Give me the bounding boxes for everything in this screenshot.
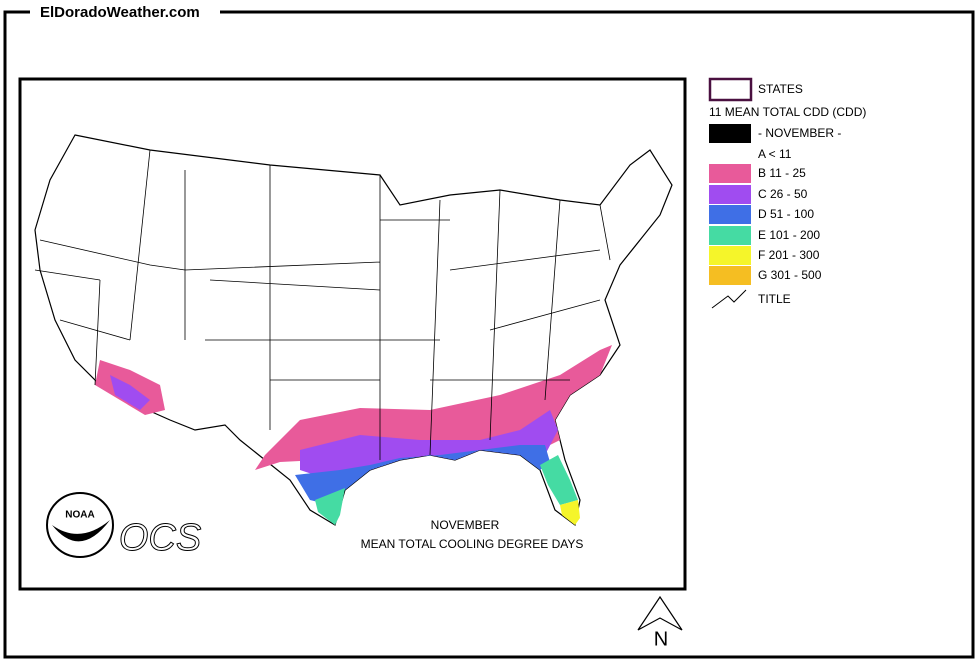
zone-e — [315, 455, 578, 525]
legend-label: A < 11 — [758, 147, 792, 161]
legend-swatch — [709, 185, 751, 204]
legend-label: 11 MEAN TOTAL CDD (CDD) — [709, 105, 866, 119]
legend-swatch — [709, 164, 751, 183]
ocs-logo: OCS — [119, 517, 201, 559]
noaa-bird — [52, 520, 110, 542]
legend-swatch — [709, 266, 751, 285]
map-title-2: MEAN TOTAL COOLING DEGREE DAYS — [361, 537, 584, 551]
legend-label: G 301 - 500 — [758, 268, 822, 282]
state-lines — [34, 149, 641, 460]
title-bg — [30, 3, 220, 23]
zone-f — [560, 500, 580, 525]
legend-label: E 101 - 200 — [758, 228, 820, 242]
legend-swatch — [709, 124, 751, 143]
legend-label: - NOVEMBER - — [758, 126, 841, 140]
legend-label: TITLE — [758, 292, 791, 306]
legend-label: C 26 - 50 — [758, 187, 808, 201]
legend-label: D 51 - 100 — [758, 207, 814, 221]
legend-states-swatch — [708, 77, 753, 102]
zone-c-west — [110, 375, 150, 410]
legend-title-icon — [711, 289, 747, 309]
noaa-text: NOAA — [65, 510, 94, 521]
legend-label: B 11 - 25 — [758, 166, 806, 180]
outer-frame — [3, 10, 975, 659]
legend-swatch — [709, 205, 751, 224]
north-label: N — [654, 628, 668, 650]
map-title-1: NOVEMBER — [431, 518, 500, 532]
legend-label: STATES — [758, 82, 803, 96]
legend-label: F 201 - 300 — [758, 248, 820, 262]
legend-swatch — [709, 246, 751, 265]
us-map — [34, 134, 673, 527]
zone-c — [300, 410, 558, 480]
north-arrow — [637, 595, 683, 631]
noaa-logo — [46, 492, 114, 558]
site-title: ElDoradoWeather.com — [40, 4, 200, 21]
legend: STATES 11 MEAN TOTAL CDD (CDD) - NOVEMBE… — [708, 77, 866, 309]
legend-swatch — [709, 226, 751, 245]
